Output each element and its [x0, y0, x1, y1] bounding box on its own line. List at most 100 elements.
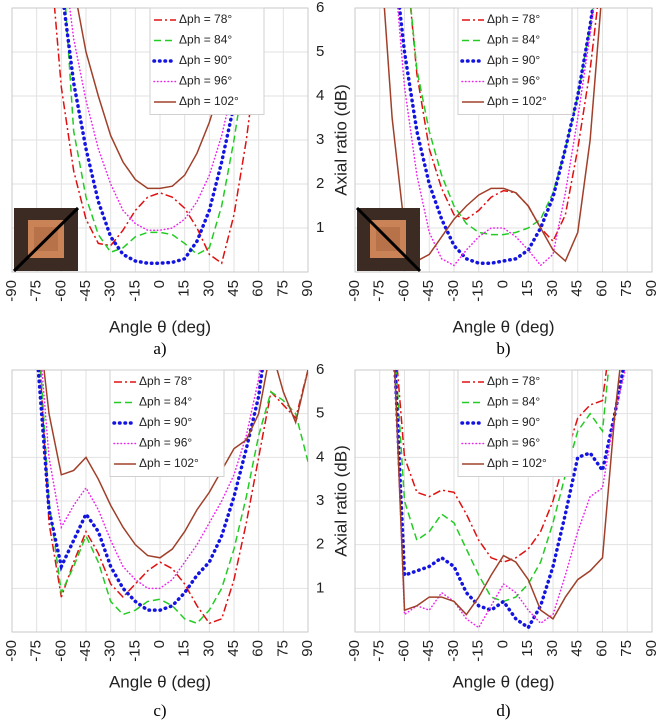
- y-tick-label: 4: [316, 448, 324, 465]
- plot-lines: [393, 370, 640, 631]
- caption: b): [496, 339, 510, 358]
- series-line: [397, 8, 595, 265]
- series-line: [39, 370, 308, 625]
- series-line: [396, 370, 608, 563]
- y-tick-label: 6: [316, 0, 324, 16]
- x-tick-label: 0: [494, 640, 511, 648]
- legend-label: Δph = 96°: [487, 74, 540, 88]
- x-tick-label: 60: [593, 280, 610, 297]
- legend-label: Δph = 84°: [487, 33, 540, 47]
- series-line: [68, 8, 249, 231]
- series-line: [41, 370, 261, 590]
- x-tick-label: 0: [494, 280, 511, 288]
- series-line: [393, 370, 626, 629]
- x-tick-label: -30: [102, 640, 119, 662]
- x-axis-label: Angle θ (deg): [109, 317, 211, 336]
- x-tick-label: 45: [225, 280, 242, 297]
- x-tick-label: 45: [569, 280, 586, 297]
- legend-label: Δph = 90°: [487, 53, 540, 67]
- y-axis-label: Axial ratio (dB): [331, 445, 350, 556]
- x-tick-label: 15: [176, 280, 193, 297]
- antenna-photo: [12, 206, 80, 273]
- x-tick-label: 15: [176, 640, 193, 657]
- series-line: [409, 8, 599, 243]
- x-tick-label: -75: [371, 280, 388, 302]
- x-tick-label: -15: [470, 280, 487, 302]
- x-tick-label: 30: [200, 280, 217, 297]
- legend-label: Δph = 78°: [179, 12, 232, 26]
- x-tick-label: 45: [569, 640, 586, 657]
- x-tick-label: 15: [519, 280, 536, 297]
- legend-label: Δph = 102°: [139, 456, 199, 470]
- series-line: [394, 370, 640, 620]
- series-line: [43, 370, 308, 559]
- x-tick-label: -30: [445, 640, 462, 662]
- caption: d): [496, 701, 510, 720]
- caption: c): [153, 701, 166, 720]
- y-tick-label: 6: [316, 361, 324, 378]
- y-tick-label: 1: [316, 579, 324, 596]
- x-tick-label: -90: [3, 640, 20, 662]
- x-axis-label: Angle θ (deg): [452, 317, 554, 336]
- legend-label: Δph = 84°: [487, 395, 540, 409]
- legend-label: Δph = 96°: [179, 74, 232, 88]
- x-tick-label: 60: [250, 280, 267, 297]
- x-tick-label: -30: [102, 280, 119, 302]
- x-tick-label: -60: [395, 280, 412, 302]
- x-tick-label: -45: [420, 640, 437, 662]
- x-tick-label: -90: [346, 280, 363, 302]
- x-tick-label: 90: [299, 280, 316, 297]
- y-tick-label: 4: [316, 87, 324, 104]
- legend-label: Δph = 84°: [139, 395, 192, 409]
- series-line: [393, 370, 625, 631]
- x-tick-label: -15: [126, 640, 143, 662]
- y-tick-label: 1: [316, 219, 324, 236]
- legend-label: Δph = 78°: [487, 12, 540, 26]
- x-tick-label: -15: [126, 280, 143, 302]
- x-tick-label: 75: [274, 640, 291, 657]
- x-tick-label: 60: [250, 640, 267, 657]
- series-line: [36, 370, 264, 612]
- x-tick-label: -60: [395, 640, 412, 662]
- legend-label: Δph = 78°: [487, 374, 540, 388]
- x-tick-label: 0: [151, 640, 168, 648]
- caption: a): [153, 339, 166, 358]
- x-tick-label: 90: [643, 280, 660, 297]
- legend-label: Δph = 78°: [139, 374, 192, 388]
- legend-label: Δph = 102°: [487, 94, 547, 108]
- x-tick-label: 90: [299, 640, 316, 657]
- antenna-photo-insets: [12, 206, 422, 273]
- x-tick-label: 45: [225, 640, 242, 657]
- y-axis-label: Axial ratio (dB): [331, 84, 350, 195]
- series-line: [64, 8, 253, 256]
- series-line: [40, 370, 308, 625]
- x-tick-label: 30: [544, 280, 561, 297]
- y-tick-label: 3: [316, 492, 324, 509]
- x-tick-label: -90: [346, 640, 363, 662]
- y-tick-label: 2: [316, 536, 324, 553]
- legend-label: Δph = 90°: [139, 415, 192, 429]
- y-tick-label: 2: [316, 175, 324, 192]
- x-tick-label: 0: [151, 280, 168, 288]
- x-tick-label: -15: [470, 640, 487, 662]
- x-tick-label: 90: [643, 640, 660, 657]
- x-tick-label: 30: [200, 640, 217, 657]
- plot-lines: [383, 8, 602, 267]
- x-tick-label: -45: [420, 280, 437, 302]
- legend-label: Δph = 102°: [179, 94, 239, 108]
- x-axis-label: Angle θ (deg): [109, 672, 211, 691]
- y-tick-label: 5: [316, 405, 324, 422]
- y-tick-label: 5: [316, 43, 324, 60]
- x-tick-label: 75: [618, 640, 635, 657]
- x-tick-label: 75: [274, 280, 291, 297]
- legend-label: Δph = 90°: [487, 415, 540, 429]
- x-tick-label: -45: [77, 280, 94, 302]
- y-tick-label: 3: [316, 131, 324, 148]
- plot-lines: [36, 370, 308, 625]
- x-tick-label: 60: [593, 640, 610, 657]
- x-tick-label: 75: [618, 280, 635, 297]
- x-tick-label: 15: [519, 640, 536, 657]
- x-tick-label: -60: [52, 280, 69, 302]
- x-tick-label: -75: [371, 640, 388, 662]
